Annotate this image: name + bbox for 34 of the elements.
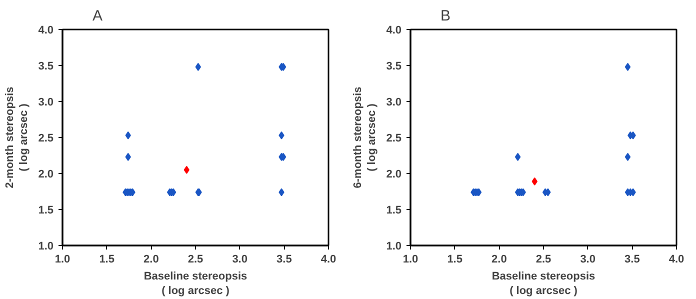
y-tick-label: 3.5 [38, 60, 54, 72]
y-tick-label: 2.5 [386, 132, 402, 144]
x-tick-label: 2.0 [144, 254, 159, 266]
y-tick-label: 1.5 [38, 204, 54, 216]
y-tick-label: 2.0 [386, 168, 402, 180]
x-tick-label: 3.0 [580, 254, 596, 266]
y-tick-label: 3.0 [38, 96, 54, 108]
x-tick-label: 2.5 [536, 254, 552, 266]
x-tick-label: 3.5 [276, 254, 292, 266]
y-tick-label: 2.5 [38, 132, 54, 144]
y-tick-label: 2.0 [38, 168, 54, 180]
y-axis-title: 6-month stereopsis ( log arcsec ) [352, 86, 378, 188]
x-tick-label: 1.5 [447, 254, 462, 266]
y-tick-label: 3.5 [386, 60, 402, 72]
x-tick-label: 4.0 [668, 254, 684, 266]
y-tick-label: 4.0 [38, 24, 54, 36]
x-tick-label: 3.5 [624, 254, 640, 266]
y-tick-label: 1.5 [386, 204, 402, 216]
x-tick-label: 3.0 [232, 254, 248, 266]
x-tick-label: 2.5 [188, 254, 204, 266]
y-axis-title: 2-month stereopsis ( log arcsec ) [4, 86, 30, 188]
y-tick-label: 1.0 [386, 240, 402, 252]
x-tick-label: 1.5 [99, 254, 114, 266]
x-axis-title: Baseline stereopsis ( log arcsec ) [144, 270, 248, 297]
x-tick-label: 4.0 [320, 254, 336, 266]
y-tick-label: 4.0 [386, 24, 402, 36]
x-tick-label: 2.0 [492, 254, 507, 266]
y-tick-label: 3.0 [386, 96, 402, 108]
chart-title: B [440, 8, 451, 24]
x-tick-label: 1.0 [54, 254, 70, 266]
x-tick-label: 1.0 [402, 254, 418, 266]
y-tick-label: 1.0 [38, 240, 54, 252]
x-axis-title: Baseline stereopsis ( log arcsec ) [492, 270, 596, 297]
chart-title: A [92, 8, 103, 24]
